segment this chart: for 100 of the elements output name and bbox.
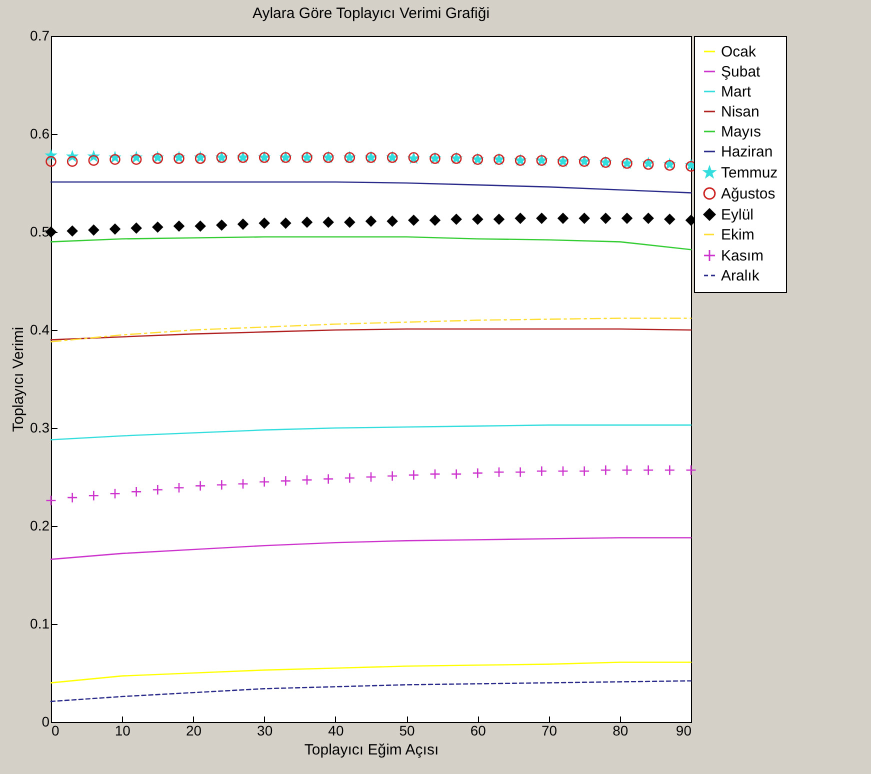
legend-label: Şubat <box>721 64 762 80</box>
x-tick-label: 20 <box>186 722 202 738</box>
line-series <box>50 318 692 342</box>
point <box>194 220 206 232</box>
x-tick-label: 50 <box>399 722 416 738</box>
point <box>238 478 248 490</box>
point <box>130 222 142 234</box>
legend-label: Mart <box>721 84 752 100</box>
legend-label: Mayıs <box>721 124 762 140</box>
point <box>386 470 398 482</box>
x-axis-title: Toplayıcı Eğim Açısı <box>304 742 439 758</box>
point <box>110 224 120 234</box>
point <box>686 464 696 476</box>
point <box>472 468 484 478</box>
point <box>130 154 142 165</box>
point <box>558 466 568 477</box>
y-tick-label: 0.2 <box>30 518 50 534</box>
point <box>258 476 270 488</box>
point <box>430 468 440 480</box>
y-tick-label: 0.7 <box>30 28 50 44</box>
point <box>514 466 526 478</box>
point <box>600 464 612 476</box>
point <box>322 216 334 228</box>
point <box>110 488 120 500</box>
x-tick-label: 30 <box>257 722 273 738</box>
line-series <box>50 662 692 684</box>
point <box>46 156 56 167</box>
point <box>536 212 548 224</box>
point <box>280 218 292 229</box>
point <box>88 155 100 166</box>
point <box>88 224 100 236</box>
legend-label: Haziran <box>721 144 773 160</box>
point <box>386 216 398 227</box>
line-series <box>50 236 692 250</box>
point <box>366 472 376 482</box>
point <box>578 212 590 224</box>
y-tick-label: 0.1 <box>30 616 50 632</box>
point <box>174 220 184 232</box>
y-axis-title: Toplayıcı Verimi <box>10 326 28 432</box>
x-tick-label: 70 <box>541 722 558 738</box>
point <box>664 464 676 476</box>
legend-label: Ağustos <box>721 186 776 202</box>
legend-label: Kasım <box>721 248 764 264</box>
point <box>366 216 376 227</box>
point <box>536 466 548 477</box>
point <box>130 486 142 498</box>
x-tick-label: 60 <box>470 722 486 738</box>
point <box>216 479 228 490</box>
y-tick-label: 0.6 <box>30 126 50 142</box>
y-tick-label: 0.3 <box>30 420 50 436</box>
point <box>472 214 484 225</box>
chart-title: Aylara Göre Toplayıcı Verimi Grafiği <box>252 5 490 22</box>
legend-label: Ekim <box>721 226 754 244</box>
legend-label: Temmuz <box>721 164 778 182</box>
x-tick-label: 90 <box>676 722 692 738</box>
point <box>408 214 420 226</box>
line-series <box>50 537 692 560</box>
point <box>408 470 420 480</box>
point <box>450 214 462 225</box>
point <box>238 218 248 230</box>
point <box>344 472 356 484</box>
x-tick-label: 80 <box>612 722 628 738</box>
point <box>450 468 462 480</box>
legend-label: Aralık <box>721 268 760 284</box>
point <box>66 492 78 503</box>
legend-label: Nisan <box>721 104 760 120</box>
point <box>88 490 100 502</box>
point <box>514 212 526 224</box>
point <box>344 216 356 228</box>
point <box>66 156 78 167</box>
point <box>194 480 206 492</box>
line-series <box>50 181 692 194</box>
point <box>110 154 120 165</box>
point <box>66 226 78 236</box>
y-tick-label: 0.4 <box>30 322 50 338</box>
x-tick-label: 10 <box>114 722 131 738</box>
point <box>642 212 654 224</box>
point <box>642 464 654 476</box>
point <box>216 220 228 231</box>
point <box>600 212 612 224</box>
point <box>280 476 292 486</box>
point <box>622 464 632 476</box>
line-series <box>50 424 692 440</box>
x-tick-label: 40 <box>328 722 344 738</box>
point <box>302 216 312 228</box>
legend-label: Eylül <box>721 206 754 224</box>
point <box>622 212 632 224</box>
point <box>46 495 56 506</box>
point <box>558 212 568 224</box>
point <box>152 484 164 496</box>
point <box>322 474 334 484</box>
point <box>578 466 590 477</box>
point <box>258 218 270 229</box>
point <box>430 214 440 226</box>
line-series <box>50 680 692 702</box>
point <box>174 482 184 494</box>
point <box>152 222 164 232</box>
point <box>494 214 504 225</box>
line-series <box>50 328 692 340</box>
point <box>302 474 312 486</box>
